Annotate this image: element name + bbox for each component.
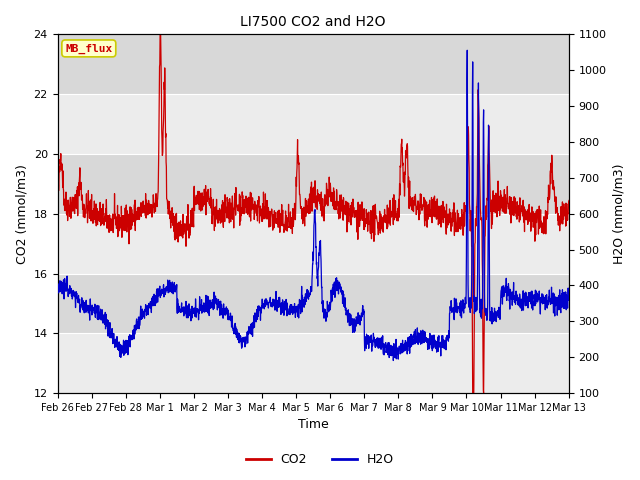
X-axis label: Time: Time	[298, 419, 328, 432]
Bar	[58, 94, 569, 154]
Y-axis label: H2O (mmol/m3): H2O (mmol/m3)	[612, 164, 625, 264]
Legend: CO2, H2O: CO2, H2O	[241, 448, 399, 471]
Y-axis label: CO2 (mmol/m3): CO2 (mmol/m3)	[15, 164, 28, 264]
Title: LI7500 CO2 and H2O: LI7500 CO2 and H2O	[241, 15, 386, 29]
Bar	[58, 274, 569, 333]
Bar	[58, 154, 569, 214]
Bar	[58, 333, 569, 393]
Bar	[58, 35, 569, 94]
Bar	[58, 214, 569, 274]
Text: MB_flux: MB_flux	[65, 43, 113, 54]
